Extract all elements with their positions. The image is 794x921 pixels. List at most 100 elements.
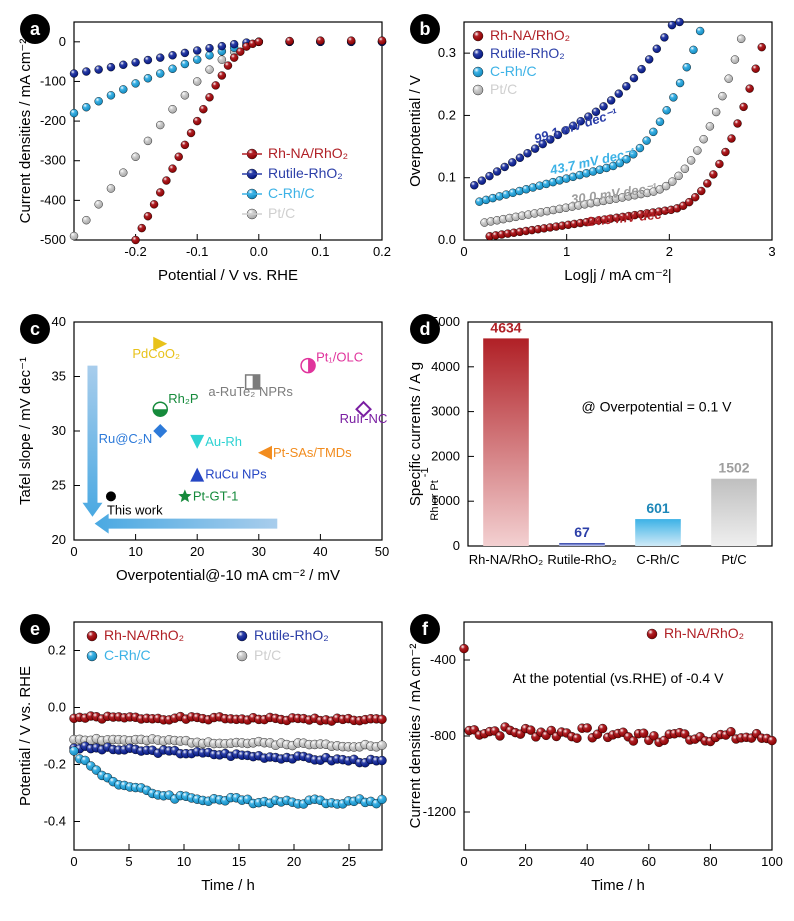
svg-text:At the potential (vs.RHE) of -: At the potential (vs.RHE) of -0.4 V — [513, 670, 725, 686]
svg-text:4634: 4634 — [490, 319, 521, 335]
svg-text:Rutile-RhO₂: Rutile-RhO₂ — [254, 627, 329, 643]
panel-badge-f: f — [410, 614, 440, 644]
svg-text:0.2: 0.2 — [373, 244, 391, 259]
svg-text:40: 40 — [52, 314, 66, 329]
svg-text:@ Overpotential = 0.1 V: @ Overpotential = 0.1 V — [581, 399, 732, 415]
svg-text:C-Rh/C: C-Rh/C — [636, 552, 679, 567]
svg-text:RuCu NPs: RuCu NPs — [205, 467, 267, 482]
svg-text:20: 20 — [518, 854, 532, 869]
panel-f: 020406080100-1200-800-400Rh-NA/RhO₂At th… — [404, 610, 784, 900]
svg-text:-200: -200 — [40, 113, 66, 128]
svg-text:PdCoO₂: PdCoO₂ — [132, 346, 180, 361]
svg-text:Rh-NA/RhO₂: Rh-NA/RhO₂ — [490, 27, 570, 43]
svg-text:10: 10 — [128, 544, 142, 559]
svg-text:4000: 4000 — [431, 359, 460, 374]
svg-text:0: 0 — [70, 854, 77, 869]
svg-text:Ru@C₂N: Ru@C₂N — [99, 431, 153, 446]
svg-text:Pt-SAs/TMDs: Pt-SAs/TMDs — [273, 445, 352, 460]
svg-text:-0.1: -0.1 — [186, 244, 208, 259]
svg-text:-300: -300 — [40, 153, 66, 168]
svg-text:Rh-NA/RhO₂: Rh-NA/RhO₂ — [469, 552, 543, 567]
panel-badge-e: e — [20, 614, 50, 644]
svg-text:C-Rh/C: C-Rh/C — [104, 647, 151, 663]
svg-text:Rutile-RhO₂: Rutile-RhO₂ — [547, 552, 616, 567]
svg-text:0.3: 0.3 — [438, 45, 456, 60]
svg-text:C-Rh/C: C-Rh/C — [490, 63, 537, 79]
svg-text:Rh-NA/RhO₂: Rh-NA/RhO₂ — [104, 627, 184, 643]
svg-text:5: 5 — [125, 854, 132, 869]
svg-text:0: 0 — [460, 244, 467, 259]
svg-text:20: 20 — [52, 532, 66, 547]
svg-text:3: 3 — [768, 244, 775, 259]
svg-text:Pt₁/OLC: Pt₁/OLC — [316, 350, 363, 365]
svg-text:24.0 mV dec⁻¹: 24.0 mV dec⁻¹ — [585, 205, 674, 229]
svg-text:Time / h: Time / h — [591, 877, 645, 894]
svg-text:0: 0 — [460, 854, 467, 869]
svg-text:15: 15 — [232, 854, 246, 869]
svg-text:-400: -400 — [430, 652, 456, 667]
svg-text:80: 80 — [703, 854, 717, 869]
panel-badge-a: a — [20, 14, 50, 44]
svg-text:Pt/C: Pt/C — [490, 81, 517, 97]
svg-text:Rh-NA/RhO₂: Rh-NA/RhO₂ — [664, 625, 744, 641]
panel-badge-b: b — [410, 14, 440, 44]
svg-text:-400: -400 — [40, 192, 66, 207]
panel-c: 010203040502025303540This workPdCoO₂Rh₂P… — [14, 310, 394, 590]
svg-text:-0.2: -0.2 — [124, 244, 146, 259]
svg-text:Rutile-RhO₂: Rutile-RhO₂ — [490, 45, 565, 61]
svg-text:30: 30 — [52, 423, 66, 438]
svg-text:Au-Rh: Au-Rh — [205, 434, 242, 449]
svg-text:0.1: 0.1 — [311, 244, 329, 259]
svg-text:2: 2 — [666, 244, 673, 259]
svg-text:35: 35 — [52, 369, 66, 384]
svg-text:Pt/C: Pt/C — [268, 205, 295, 221]
svg-text:601: 601 — [646, 500, 670, 516]
svg-text:10: 10 — [177, 854, 191, 869]
svg-text:40: 40 — [580, 854, 594, 869]
svg-text:Log|j / mA cm⁻²|: Log|j / mA cm⁻²| — [564, 267, 671, 284]
svg-text:25: 25 — [52, 478, 66, 493]
svg-text:1: 1 — [563, 244, 570, 259]
svg-text:0: 0 — [453, 538, 460, 553]
svg-text:Pt/C: Pt/C — [254, 647, 281, 663]
svg-text:-100: -100 — [40, 73, 66, 88]
svg-text:-0.4: -0.4 — [44, 814, 66, 829]
svg-text:Potential / V vs. RHE: Potential / V vs. RHE — [158, 267, 298, 284]
svg-text:-1200: -1200 — [423, 804, 456, 819]
svg-text:Overpotential / V: Overpotential / V — [407, 75, 424, 187]
svg-text:RuIr-NC: RuIr-NC — [340, 411, 388, 426]
svg-text:30.0 mV dec⁻¹: 30.0 mV dec⁻¹ — [570, 180, 658, 207]
svg-text:C-Rh/C: C-Rh/C — [268, 185, 315, 201]
svg-text:40: 40 — [313, 544, 327, 559]
svg-text:99.1 mV dec⁻¹: 99.1 mV dec⁻¹ — [532, 105, 619, 146]
svg-text:Current densities / mA cm⁻²: Current densities / mA cm⁻² — [407, 644, 424, 829]
svg-text:25: 25 — [342, 854, 356, 869]
svg-text:0: 0 — [70, 544, 77, 559]
svg-text:30: 30 — [252, 544, 266, 559]
svg-text:1502: 1502 — [718, 460, 749, 476]
svg-text:This work: This work — [107, 502, 163, 517]
svg-text:a-RuTe₂ NPRs: a-RuTe₂ NPRs — [208, 384, 293, 399]
svg-text:Specific currents / A g: Specific currents / A g — [407, 362, 424, 506]
panel-a: -0.2-0.10.00.10.2-500-400-300-200-1000Rh… — [14, 10, 394, 290]
svg-text:50: 50 — [375, 544, 389, 559]
svg-text:0.0: 0.0 — [48, 700, 66, 715]
svg-text:0: 0 — [59, 34, 66, 49]
svg-text:Rh-NA/RhO₂: Rh-NA/RhO₂ — [268, 145, 348, 161]
panel-e: 0510152025-0.4-0.20.00.2Rh-NA/RhO₂Rutile… — [14, 610, 394, 900]
svg-text:Rutile-RhO₂: Rutile-RhO₂ — [268, 165, 343, 181]
svg-text:20: 20 — [190, 544, 204, 559]
svg-text:Tafel slope / mV dec⁻¹: Tafel slope / mV dec⁻¹ — [17, 357, 34, 505]
svg-text:-0.2: -0.2 — [44, 757, 66, 772]
svg-text:Pt/C: Pt/C — [721, 552, 746, 567]
svg-text:Overpotential@-10 mA cm⁻² / mV: Overpotential@-10 mA cm⁻² / mV — [116, 567, 340, 584]
svg-text:0.2: 0.2 — [438, 107, 456, 122]
svg-text:3000: 3000 — [431, 404, 460, 419]
svg-text:Potential / V vs. RHE: Potential / V vs. RHE — [17, 666, 34, 806]
svg-text:-800: -800 — [430, 728, 456, 743]
svg-text:100: 100 — [761, 854, 783, 869]
svg-text:0.2: 0.2 — [48, 643, 66, 658]
svg-text:67: 67 — [574, 524, 590, 540]
svg-text:Pt-GT-1: Pt-GT-1 — [193, 488, 239, 503]
svg-text:-500: -500 — [40, 232, 66, 247]
